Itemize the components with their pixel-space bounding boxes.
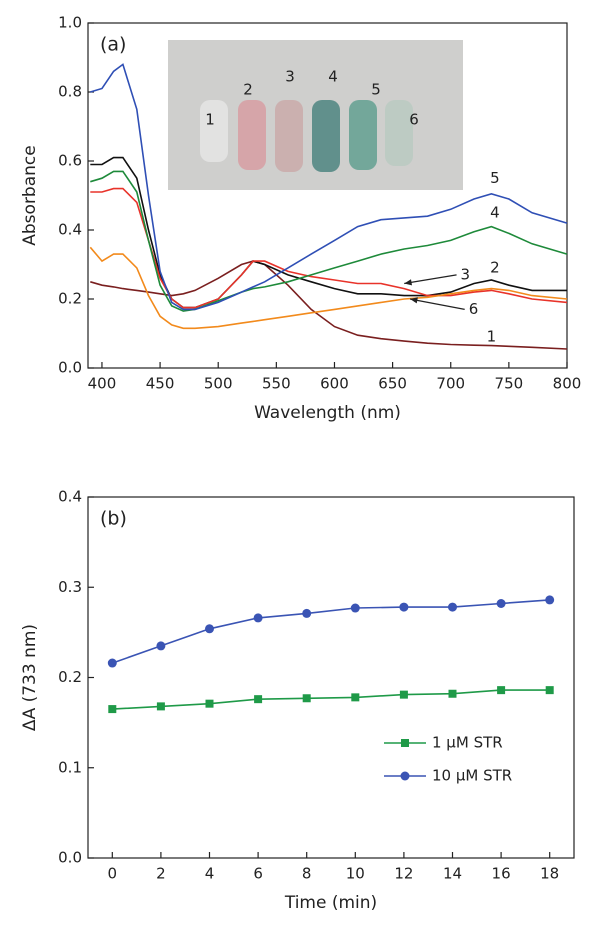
marker <box>205 699 214 708</box>
y-tick-label: 1.0 <box>58 14 82 32</box>
marker <box>108 705 117 714</box>
marker <box>399 690 408 699</box>
tube-label: 1 <box>205 111 215 129</box>
panel-label: (a) <box>100 34 126 56</box>
series-line <box>90 170 568 312</box>
y-tick-label: 0.6 <box>58 152 82 170</box>
plot-frame <box>87 496 575 859</box>
x-tick-label: 16 <box>492 865 511 883</box>
y-tick-label: 0.3 <box>58 578 82 596</box>
y-tick-label: 0.0 <box>58 359 82 377</box>
tube-label: 4 <box>328 68 338 86</box>
x-tick-label: 0 <box>108 865 118 883</box>
marker <box>496 598 506 608</box>
y-tick-label: 0.8 <box>58 83 82 101</box>
x-tick-label: 800 <box>553 375 582 393</box>
arrow-head <box>404 279 413 286</box>
x-tick-label: 6 <box>253 865 263 883</box>
curve-label: 6 <box>469 300 479 318</box>
plot-frame <box>87 22 568 369</box>
inset-photo <box>168 40 463 190</box>
legend-marker <box>401 739 409 747</box>
marker <box>254 695 263 704</box>
curve-label: 4 <box>490 203 500 221</box>
x-tick-label: 14 <box>443 865 462 883</box>
x-tick-label: 450 <box>146 375 175 393</box>
marker <box>545 595 555 605</box>
series-line <box>90 156 567 309</box>
x-tick-label: 12 <box>394 865 413 883</box>
y-tick-label: 0.4 <box>58 221 82 239</box>
x-tick-label: 8 <box>302 865 312 883</box>
x-tick-label: 10 <box>346 865 365 883</box>
curve-label: 5 <box>490 169 500 187</box>
marker <box>205 624 214 634</box>
y-tick-label: 0.2 <box>58 290 82 308</box>
x-tick-label: 550 <box>262 375 291 393</box>
arrow <box>404 274 457 285</box>
x-axis-label: Wavelength (nm) <box>254 403 401 423</box>
x-tick-label: 650 <box>378 375 407 393</box>
tube-label: 2 <box>243 81 253 99</box>
marker <box>302 694 311 703</box>
x-tick-label: 600 <box>320 375 349 393</box>
series-line <box>90 63 568 311</box>
x-tick-label: 4 <box>205 865 215 883</box>
x-tick-label: 400 <box>88 375 117 393</box>
marker <box>253 613 263 623</box>
x-tick-label: 2 <box>156 865 166 883</box>
tube-label: 3 <box>285 68 295 86</box>
curve-label: 2 <box>490 258 500 276</box>
curve-label: 1 <box>487 327 497 345</box>
marker <box>156 702 165 711</box>
tube-label: 5 <box>371 81 381 99</box>
y-tick-label: 0.4 <box>58 488 82 506</box>
x-tick-label: 500 <box>204 375 233 393</box>
marker <box>545 686 554 695</box>
series-line <box>89 246 568 330</box>
y-axis-label: ΔA (733 nm) <box>20 624 40 731</box>
marker <box>156 641 166 651</box>
y-tick-label: 0.2 <box>58 668 82 686</box>
legend-label: 10 μM STR <box>432 767 512 785</box>
y-tick-label: 0.1 <box>58 758 82 776</box>
legend-label: 1 μM STR <box>432 734 503 752</box>
tube-label: 6 <box>409 111 419 129</box>
x-tick-label: 700 <box>436 375 465 393</box>
x-tick-label: 750 <box>495 375 524 393</box>
legend-marker <box>400 771 410 781</box>
marker <box>107 658 117 668</box>
series-line <box>112 599 550 664</box>
x-axis-label: Time (min) <box>284 893 377 913</box>
marker <box>351 693 360 702</box>
series-line <box>90 187 568 309</box>
curve-label: 3 <box>461 265 471 283</box>
x-tick-label: 18 <box>540 865 559 883</box>
y-axis-label: Absorbance <box>20 145 40 245</box>
marker <box>448 602 457 612</box>
marker <box>302 608 312 618</box>
marker <box>399 602 409 612</box>
series-line <box>112 689 550 710</box>
arrow <box>409 298 465 310</box>
marker <box>448 689 457 698</box>
panel-label: (b) <box>100 508 127 530</box>
marker <box>497 686 506 695</box>
arrow-head <box>410 297 418 304</box>
y-tick-label: 0.0 <box>58 849 82 867</box>
marker <box>350 603 360 613</box>
